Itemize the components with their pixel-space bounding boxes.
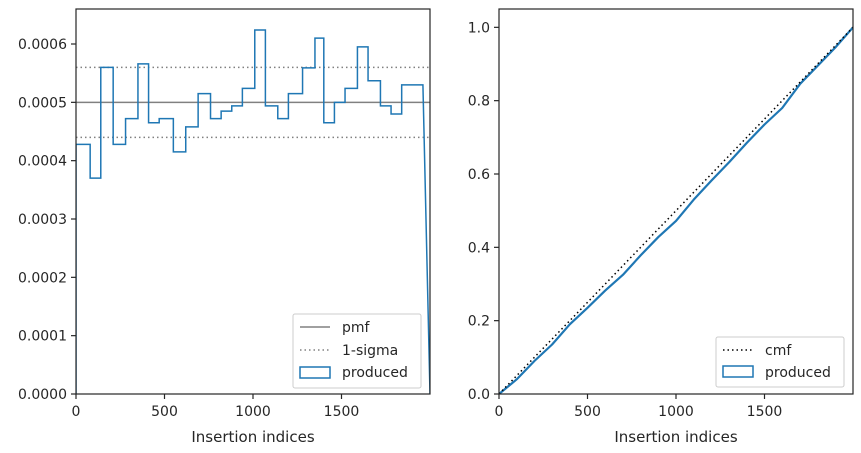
cumulative-x-tick-label: 500 bbox=[574, 404, 601, 420]
histogram-y-tick-label: 0.0000 bbox=[18, 387, 67, 403]
cumulative-y-tick-label: 0.0 bbox=[468, 387, 490, 403]
produced-cumulative-legend-swatch bbox=[722, 365, 754, 378]
cumulative-axes-frame bbox=[498, 8, 854, 395]
cumulative-x-tick-label: 1000 bbox=[658, 404, 694, 420]
cumulative-y-tick-label: 0.2 bbox=[468, 314, 490, 330]
cumulative-panel: 0 500 1000 1500 0.0 0.2 0.4 0.6 0.8 1.0 Insertion… bbox=[468, 8, 854, 446]
histogram-series-group bbox=[76, 29, 430, 394]
histogram-y-tick-label: 0.0003 bbox=[18, 212, 67, 228]
cumulative-y-tick-label: 1.0 bbox=[468, 20, 490, 36]
histogram-x-tick-label: 1500 bbox=[324, 404, 360, 420]
histogram-y-tick-label: 0.0002 bbox=[18, 270, 67, 286]
cumulative-legend-box bbox=[715, 336, 845, 388]
histogram-axes-frame bbox=[75, 8, 431, 395]
histogram-x-axis-label: Insertion indices bbox=[191, 428, 314, 446]
histogram-y-tick-label: 0.0006 bbox=[18, 37, 67, 53]
produced-step-histogram bbox=[76, 29, 430, 394]
cumulative-x-tick-label: 1500 bbox=[747, 404, 783, 420]
cmf-legend-label: cmf bbox=[765, 343, 792, 359]
produced-legend-swatch bbox=[299, 366, 331, 379]
pmf-legend-label: pmf bbox=[342, 320, 371, 336]
histogram-panel: 0 500 1000 1500 0.0000 0.0001 0.0002 0.0003 0.00… bbox=[18, 8, 431, 446]
cumulative-series-group bbox=[499, 26, 853, 394]
cumulative-y-tick-label: 0.6 bbox=[468, 167, 490, 183]
produced-cumulative-legend-label: produced bbox=[765, 365, 831, 381]
histogram-legend: pmf 1-sigma produced bbox=[292, 313, 422, 389]
histogram-x-tick-label: 1000 bbox=[235, 404, 271, 420]
sigma-legend-label: 1-sigma bbox=[342, 343, 398, 359]
histogram-x-tick-label: 500 bbox=[151, 404, 178, 420]
histogram-y-tick-label: 0.0004 bbox=[18, 154, 67, 170]
histogram-x-tick-label: 0 bbox=[72, 404, 81, 420]
histogram-plot-area: 0 500 1000 1500 0.0000 0.0001 0.0002 0.0003 0.00… bbox=[18, 8, 431, 420]
produced-cumulative-line bbox=[499, 26, 853, 394]
histogram-y-tick-label: 0.0001 bbox=[18, 329, 67, 345]
produced-legend-label: produced bbox=[342, 365, 408, 381]
cumulative-x-axis-label: Insertion indices bbox=[614, 428, 737, 446]
cumulative-legend: cmf produced bbox=[715, 336, 845, 388]
histogram-y-tick-label: 0.0005 bbox=[18, 95, 67, 111]
cumulative-x-tick-label: 0 bbox=[495, 404, 504, 420]
histogram-legend-box bbox=[292, 313, 422, 389]
cumulative-plot-area: 0 500 1000 1500 0.0 0.2 0.4 0.6 0.8 1.0 bbox=[468, 8, 854, 420]
cumulative-y-tick-label: 0.8 bbox=[468, 94, 490, 110]
cumulative-y-tick-label: 0.4 bbox=[468, 240, 490, 256]
